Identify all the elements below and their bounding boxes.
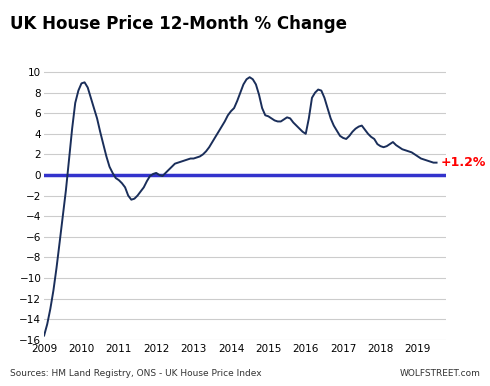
Text: +1.2%: +1.2%: [441, 156, 486, 169]
Text: WOLFSTREET.com: WOLFSTREET.com: [399, 369, 480, 378]
Text: UK House Price 12-Month % Change: UK House Price 12-Month % Change: [10, 15, 347, 34]
Text: Sources: HM Land Registry, ONS - UK House Price Index: Sources: HM Land Registry, ONS - UK Hous…: [10, 369, 262, 378]
